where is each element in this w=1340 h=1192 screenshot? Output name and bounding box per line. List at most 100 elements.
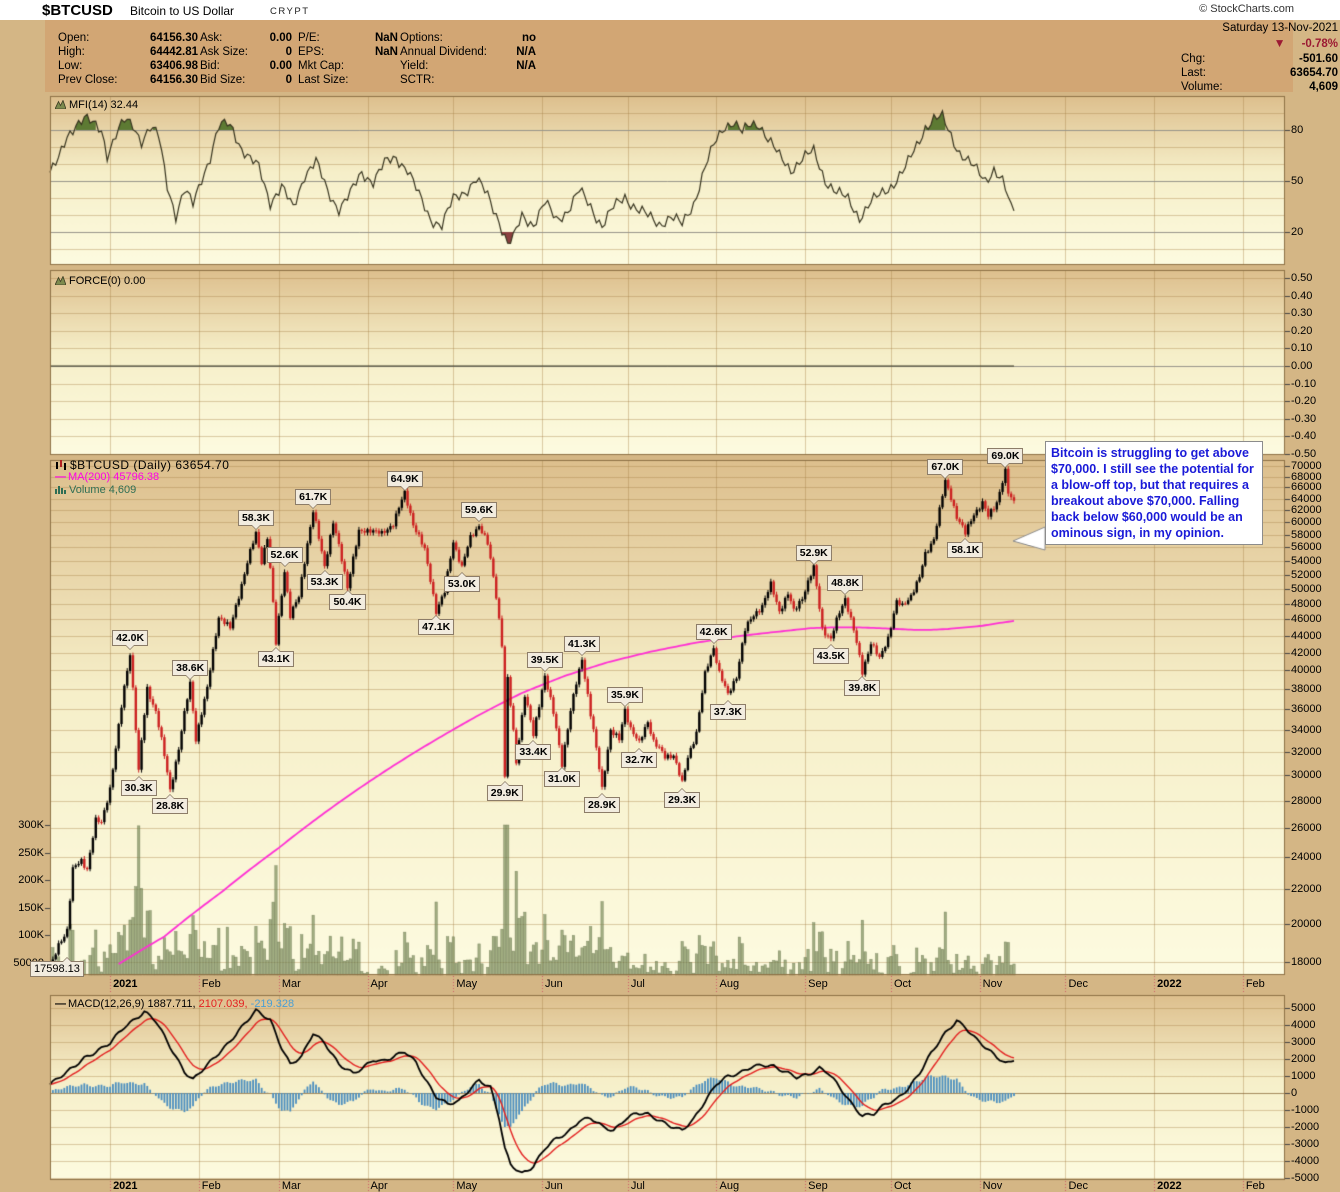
month-label: May [456, 978, 478, 990]
ticker-exchange: CRYPT [270, 6, 310, 17]
axis-tick-label: 0.50 [1291, 272, 1313, 284]
price-callout: 32.7K [621, 747, 658, 768]
price-callout: 30.3K [120, 775, 157, 796]
axis-tick-label: 80 [1291, 124, 1304, 136]
price-callout: 33.4K [515, 740, 552, 761]
axis-tick-label: 2000 [1291, 1053, 1316, 1065]
ticker-symbol: $BTCUSD [42, 2, 113, 19]
month-label: 2021 [113, 1180, 138, 1192]
quote-field: SCTR: [400, 74, 435, 86]
quote-field: Bid Size: 0 [200, 74, 292, 86]
quote-panel: Open: 64156.30 High: 64442.81 Low: 63406.98 Pr… [45, 20, 1338, 93]
price-callout: 43.1K [257, 647, 294, 668]
axis-tick-label: -5000 [1291, 1172, 1320, 1184]
axis-tick-label: 30000 [1291, 769, 1322, 782]
quote-field: Yield: N/A [400, 60, 536, 72]
axis-tick-label: 28000 [1291, 794, 1322, 807]
percent-change: ▼ -0.78% [1274, 36, 1338, 50]
force-icon [54, 275, 67, 286]
axis-tick-label: 32000 [1291, 745, 1322, 758]
price-callout: 52.6K [266, 547, 303, 568]
price-callout: 29.3K [664, 788, 701, 809]
month-label: 2022 [1157, 978, 1182, 990]
quote-field: Annual Dividend: N/A [400, 46, 536, 58]
axis-tick-label: 38000 [1291, 683, 1322, 696]
ma-legend: — MA(200) 45796.38 [55, 471, 159, 483]
percent-value: -0.78% [1301, 38, 1338, 50]
mfi-legend-text: MFI(14) 32.44 [69, 99, 139, 111]
month-label: 2021 [113, 978, 138, 990]
axis-tick-label: -0.30 [1291, 412, 1317, 425]
axis-tick-label: 0.00 [1291, 360, 1313, 372]
axis-tick-label: 40000 [1291, 664, 1322, 677]
month-label: Oct [893, 1180, 912, 1192]
month-label: Feb [1245, 978, 1265, 990]
price-callout: 42.6K [695, 624, 732, 645]
quote-field: Last Size: [298, 74, 349, 86]
price-callout: 53.0K [443, 571, 480, 592]
axis-tick-label: 56000 [1291, 541, 1322, 554]
axis-tick-label: 18000 [1291, 955, 1322, 968]
month-label: Aug [719, 1180, 740, 1192]
macd-legend: — MACD(12,26,9) 1887.711, 2107.039, -219.… [55, 998, 294, 1010]
month-label: Dec [1068, 1180, 1089, 1192]
quote-chg-row: Chg: -501.60 [1181, 53, 1338, 65]
main-legend: $BTCUSD (Daily) 63654.70 [55, 458, 229, 472]
axis-tick-label: 44000 [1291, 629, 1322, 642]
month-label: Aug [719, 978, 740, 990]
month-label: Feb [1245, 1180, 1265, 1192]
ma-legend-text: MA(200) 45796.38 [68, 471, 160, 483]
macd-line-icon: — [55, 998, 66, 1010]
quote-field: P/E: NaN [298, 32, 398, 44]
x-axis-months-bottom: 2021 Feb Mar Apr May Jun Jul Aug Sep Oct Nov Dec 202… [0, 1180, 1340, 1192]
volume-bars-icon [55, 486, 66, 494]
axis-tick-label: 1000 [1291, 1070, 1316, 1082]
price-callout: 58.1K [947, 538, 984, 559]
price-callout: 50.4K [329, 589, 366, 610]
price-callout: 35.9K [606, 686, 643, 707]
price-callout: 59.6K [461, 501, 498, 522]
month-label: Nov [982, 1180, 1003, 1192]
axis-tick-label: 0.10 [1291, 342, 1313, 355]
macd-hist-value: -219.328 [250, 998, 295, 1010]
price-callout: 42.0K [112, 629, 149, 650]
volume-legend-text: Volume 4,609 [69, 484, 137, 496]
start-price-callout: 17598.13 [30, 957, 84, 977]
axis-tick-label: 70000 [1291, 460, 1322, 472]
axis-tick-label: 0.30 [1291, 307, 1313, 320]
axis-tick-label: 64000 [1291, 492, 1322, 505]
main-legend-text: $BTCUSD (Daily) 63654.70 [70, 458, 230, 472]
axis-tick-label: 20000 [1291, 917, 1322, 930]
month-label: Feb [201, 978, 221, 990]
macd-signal-value: 2107.039, [198, 998, 248, 1010]
month-label: Jun [545, 1180, 563, 1192]
axis-tick-label: 0.40 [1291, 289, 1313, 302]
annotation-note: Bitcoin is struggling to get above $70,0… [1045, 441, 1263, 545]
copyright-link[interactable]: © StockCharts.com [1199, 3, 1294, 15]
month-label: Nov [982, 978, 1003, 990]
quote-date: Saturday 13-Nov-2021 [1222, 22, 1338, 34]
axis-tick-label: 34000 [1291, 723, 1322, 736]
quote-volume-row: Volume: 4,609 [1181, 81, 1338, 93]
quote-field: Prev Close: 64156.30 [58, 74, 198, 86]
volume-tick-label: 300K [18, 819, 44, 831]
axis-tick-label: 52000 [1291, 568, 1322, 581]
month-label: Dec [1068, 978, 1089, 990]
volume-tick-label: 250K [18, 846, 44, 859]
price-callout: 69.0K [987, 448, 1024, 469]
price-callout: 43.5K [812, 643, 849, 664]
axis-tick-label: 20 [1291, 226, 1304, 238]
axis-tick-label: -0.10 [1291, 377, 1317, 390]
macd-legend-text: MACD(12,26,9) 1887.711, [68, 998, 196, 1010]
month-label: May [456, 1180, 478, 1192]
axis-tick-label: 26000 [1291, 821, 1322, 834]
axis-tick-label: -1000 [1291, 1104, 1320, 1116]
ma-line-icon: — [55, 471, 66, 483]
quote-field: High: 64442.81 [58, 46, 198, 58]
axis-tick-label: 48000 [1291, 597, 1322, 610]
month-label: Sep [808, 978, 828, 990]
price-callout: 38.6K [172, 660, 209, 681]
axis-tick-label: -4000 [1291, 1155, 1320, 1167]
price-callout: 48.8K [827, 574, 864, 595]
month-label: 2022 [1157, 1180, 1182, 1192]
